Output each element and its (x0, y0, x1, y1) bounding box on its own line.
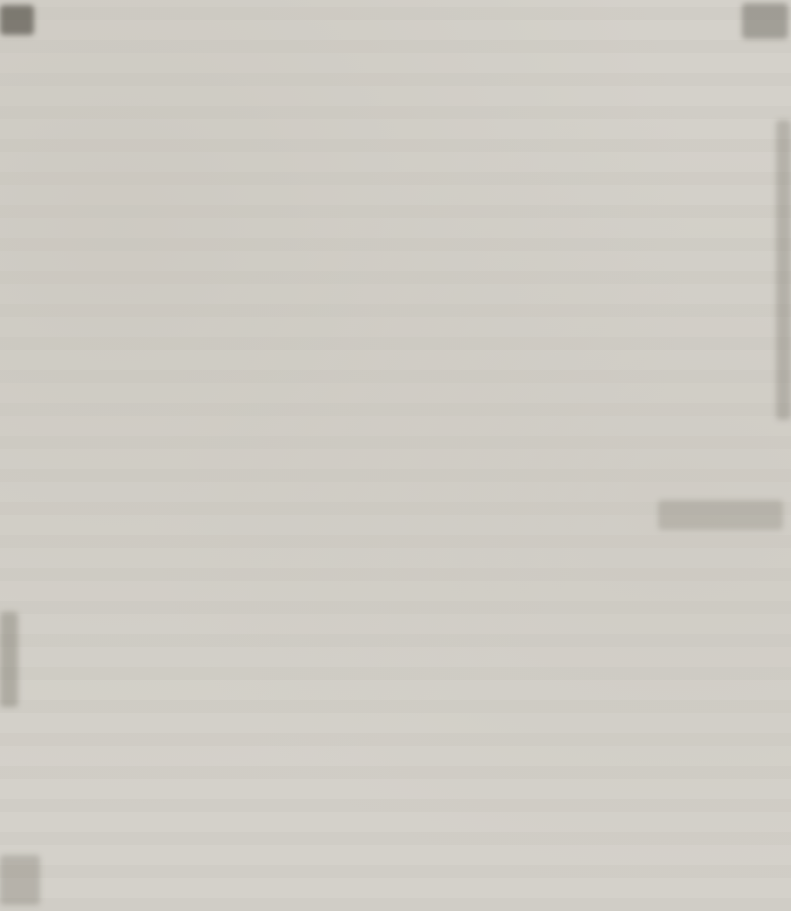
bar-chart-ticket-factors (0, 0, 791, 336)
bleed-mark (0, 855, 40, 905)
line-chart-time-of-day (0, 573, 791, 825)
figure-caption (0, 504, 791, 531)
